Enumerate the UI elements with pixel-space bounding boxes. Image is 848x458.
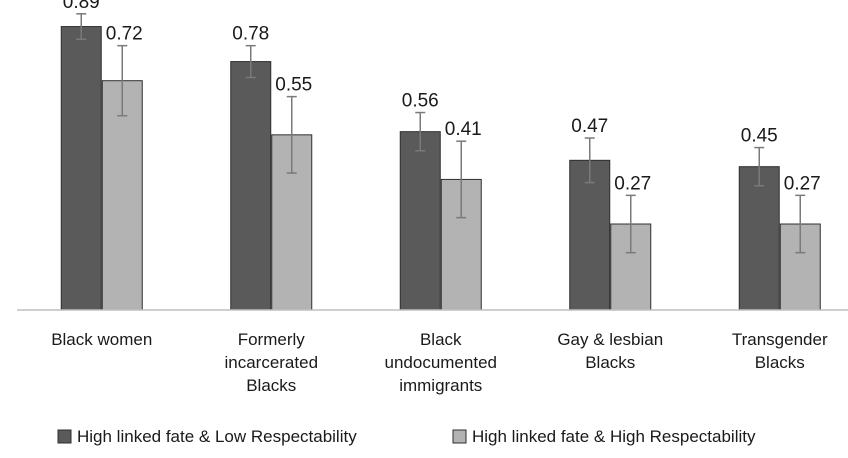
x-tick-label-line: Black women: [51, 330, 152, 349]
x-tick-label-line: immigrants: [399, 376, 482, 395]
x-tick-label: Black undocumented immigrants: [385, 330, 497, 395]
category-labels-layer: Black women Formerly incarcerated Blacks Bla…: [51, 330, 828, 395]
legend: High linked fate & Low Respectability Hig…: [57, 427, 756, 446]
data-label: 0.45: [741, 126, 778, 147]
x-tick-label: Black women: [51, 330, 152, 349]
bars-layer: [60, 26, 821, 311]
bar: [399, 131, 441, 311]
error-bars-layer: [76, 13, 806, 254]
x-tick-label: Transgender Blacks: [732, 330, 828, 372]
x-tick-label-line: Formerly: [238, 330, 306, 349]
x-tick-label-line: undocumented: [385, 353, 497, 372]
data-label: 0.47: [571, 116, 608, 137]
legend-label: High linked fate & Low Respectability: [77, 427, 357, 446]
data-label: 0.89: [63, 0, 100, 13]
x-tick-label: Formerly incarcerated Blacks: [224, 330, 318, 395]
x-tick-label-line: Blacks: [755, 353, 805, 372]
x-tick-label: Gay & lesbian Blacks: [557, 330, 663, 372]
data-label: 0.78: [232, 24, 269, 45]
x-tick-label-line: Blacks: [585, 353, 635, 372]
x-tick-label-line: incarcerated: [224, 353, 318, 372]
bar: [569, 159, 611, 311]
value-labels-layer: 0.89 0.72 0.78 0.55 0.56 0.41 0.47 0.27 0.45 0.27: [63, 0, 821, 194]
bar: [738, 166, 780, 311]
x-tick-label-line: Transgender: [732, 330, 828, 349]
legend-swatch: [452, 429, 467, 444]
bar: [230, 61, 272, 311]
x-tick-label-line: Blacks: [246, 376, 296, 395]
legend-label: High linked fate & High Respectability: [472, 427, 756, 446]
bar: [101, 80, 143, 311]
x-tick-label-line: Gay & lesbian: [557, 330, 663, 349]
data-label: 0.55: [275, 75, 312, 96]
legend-swatch: [57, 429, 72, 444]
data-label: 0.41: [445, 119, 482, 140]
bar: [60, 26, 102, 311]
data-label: 0.27: [614, 173, 651, 194]
data-label: 0.56: [402, 91, 439, 112]
data-label: 0.27: [784, 173, 821, 194]
x-tick-label-line: Black: [420, 330, 462, 349]
data-label: 0.72: [106, 24, 143, 45]
